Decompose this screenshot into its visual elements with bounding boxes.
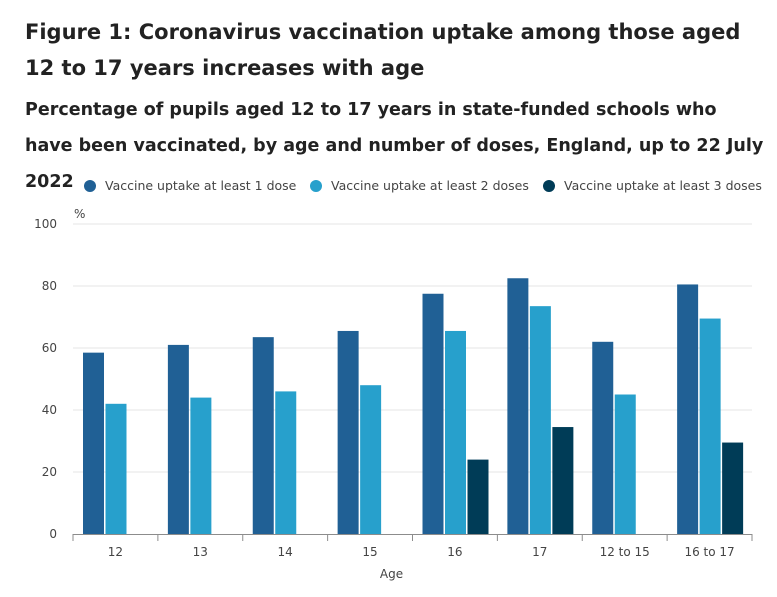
legend-label-dose-3: Vaccine uptake at least 3 doses	[564, 178, 762, 193]
x-tick-label: 17	[532, 545, 547, 559]
bar-16-series-2	[445, 330, 466, 534]
y-tick-label: 60	[42, 341, 57, 355]
legend-item-dose-1: Vaccine uptake at least 1 dose	[84, 178, 296, 193]
bar-12-series-1	[83, 352, 104, 534]
bar-16-series-3	[467, 459, 489, 534]
bar-13-series-1	[167, 344, 189, 534]
x-tick-label: 12	[108, 545, 123, 559]
bar-17-series-1	[507, 278, 529, 534]
bar-16-series-1	[422, 293, 444, 534]
legend-label-dose-1: Vaccine uptake at least 1 dose	[105, 178, 297, 193]
legend-item-dose-2: Vaccine uptake at least 2 doses	[310, 178, 529, 193]
bar-16-to-17-series-3	[722, 442, 744, 534]
x-tick-label: 14	[278, 545, 293, 559]
y-tick-label: 100	[34, 217, 57, 231]
y-tick-label: 40	[42, 403, 57, 417]
x-axis-title: Age	[380, 567, 403, 581]
x-tick-label: 15	[362, 545, 377, 559]
bar-16-to-17-series-1	[677, 284, 699, 534]
legend-swatch-dose-2	[310, 179, 322, 192]
legend-swatch-dose-1	[84, 179, 96, 192]
y-axis-label: %	[74, 207, 85, 221]
legend-item-dose-3: Vaccine uptake at least 3 doses	[543, 178, 762, 193]
bar-12-series-2	[105, 403, 127, 534]
x-tick-label: 16 to 17	[684, 545, 734, 559]
x-tick-label: 16	[447, 545, 462, 559]
bar-13-series-2	[190, 397, 212, 534]
bar-14-series-1	[252, 337, 274, 534]
legend-swatch-dose-3	[543, 179, 555, 192]
legend-label-dose-2: Vaccine uptake at least 2 doses	[331, 178, 529, 193]
bar-17-series-2	[529, 306, 551, 534]
legend: Vaccine uptake at least 1 dose Vaccine u…	[0, 178, 777, 198]
y-tick-label: 20	[42, 465, 57, 479]
chart-title: Figure 1: Coronavirus vaccination uptake…	[25, 20, 741, 80]
bar-15-series-1	[337, 330, 359, 534]
bar-14-series-2	[275, 391, 297, 534]
bar-12-to-15-series-1	[592, 341, 614, 534]
y-tick-label: 80	[42, 279, 57, 293]
x-tick-label: 12 to 15	[600, 545, 650, 559]
bar-15-series-2	[360, 385, 382, 534]
bar-16-to-17-series-2	[699, 318, 721, 534]
x-tick-label: 13	[193, 545, 208, 559]
bar-12-to-15-series-2	[614, 394, 636, 534]
chart-subtitle: Percentage of pupils aged 12 to 17 years…	[25, 100, 764, 192]
bar-17-series-3	[552, 427, 574, 534]
y-tick-label: 0	[49, 527, 57, 541]
